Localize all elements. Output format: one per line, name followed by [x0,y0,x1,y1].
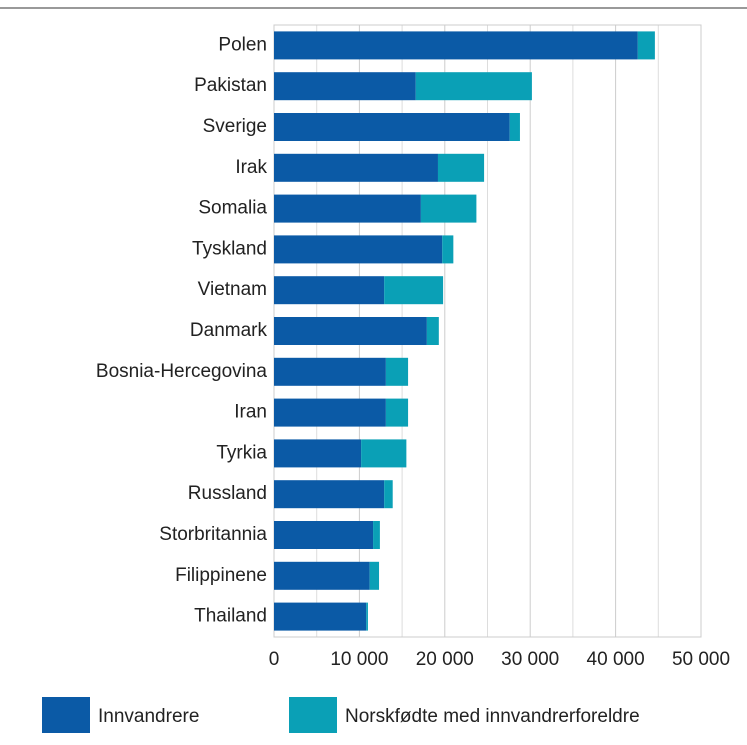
bar-segment [415,72,532,101]
y-tick-label: Vietnam [198,279,267,300]
bar-segment [384,480,393,509]
y-tick-label: Bosnia-Hercegovina [96,361,268,382]
y-tick-label: Danmark [190,320,268,341]
y-tick-label: Irak [235,157,267,178]
bar-segment [274,276,385,305]
y-tick-label: Sverige [203,116,267,137]
y-tick-label: Somalia [198,198,267,219]
bar-segment [361,439,407,468]
y-tick-label: Storbritannia [159,524,267,545]
bar-segment [274,194,421,223]
legend-label: Innvandrere [98,706,199,727]
bar-segment [274,153,438,182]
y-tick-label: Tyrkia [216,442,267,463]
x-tick-label: 40 000 [587,649,645,670]
bar-segment [369,561,380,590]
bar-segment [385,357,409,386]
bar-segment [442,235,454,264]
bar-segment [274,439,362,468]
y-tick-label: Filippinene [175,565,267,586]
bar-segment [637,31,655,60]
bar-segment [274,561,370,590]
legend-label: Norskfødte med innvandrerforeldre [345,706,640,727]
bar-segment [274,72,416,101]
y-tick-label: Iran [234,402,267,423]
bar-segment [420,194,477,223]
bar-segment [274,521,374,549]
x-tick-label: 0 [269,649,280,670]
legend-swatch [289,697,337,733]
bar-segment [384,276,444,305]
bar-segment [274,31,638,60]
bar-segment [274,357,386,386]
bar-segment [274,480,385,509]
x-tick-label: 30 000 [501,649,559,670]
y-tick-label: Pakistan [194,75,267,96]
bar-segment [274,235,443,264]
bar-segment [274,317,427,345]
x-tick-label: 10 000 [330,649,388,670]
y-tick-label: Polen [218,34,267,55]
bar-segment [373,521,380,549]
bar-segment [509,113,520,141]
y-tick-label: Tyskland [192,238,267,259]
bar-segment [366,602,368,631]
bar-segment [274,113,510,141]
bar-segment [426,317,439,345]
x-tick-label: 50 000 [672,649,730,670]
x-tick-label: 20 000 [416,649,474,670]
legend-swatch [42,697,90,733]
bar-segment [274,602,367,631]
y-tick-label: Russland [188,483,267,504]
bar-segment [437,153,485,182]
y-tick-label: Thailand [194,606,267,627]
bar-segment [385,398,409,427]
bar-segment [274,398,386,427]
